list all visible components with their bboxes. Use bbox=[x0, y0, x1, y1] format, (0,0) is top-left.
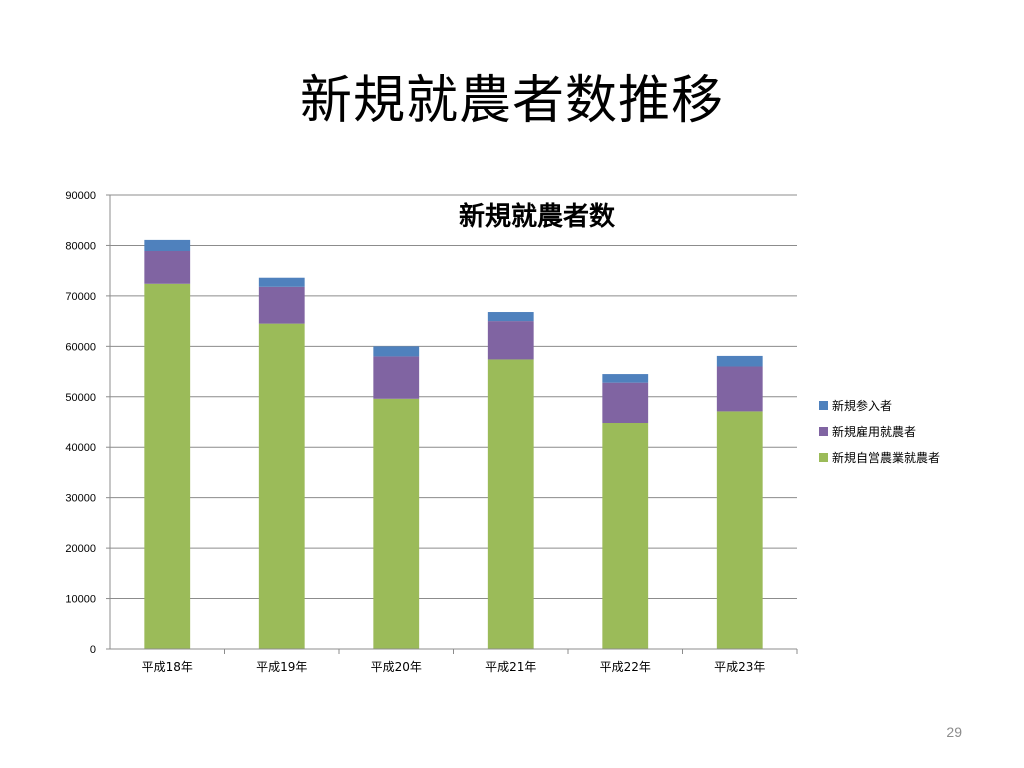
bar-segment bbox=[602, 382, 649, 424]
bar-segment bbox=[487, 312, 534, 322]
x-tick-label: 平成18年 bbox=[142, 660, 193, 674]
bar-segment bbox=[487, 321, 534, 360]
y-tick-label: 90000 bbox=[65, 190, 96, 202]
legend-swatch bbox=[819, 427, 828, 436]
x-tick-label: 平成23年 bbox=[714, 660, 765, 674]
bar-segment bbox=[602, 423, 649, 649]
bar-segment bbox=[144, 250, 191, 284]
y-tick-label: 0 bbox=[90, 644, 96, 656]
legend-label: 新規自営農業就農者 bbox=[832, 450, 940, 465]
y-tick-label: 70000 bbox=[65, 291, 96, 303]
bar-segment bbox=[144, 283, 191, 649]
x-tick-label: 平成21年 bbox=[485, 660, 536, 674]
gridlines bbox=[110, 194, 797, 600]
bar-segment bbox=[144, 239, 191, 251]
y-tick-label: 60000 bbox=[65, 341, 96, 353]
x-tick-label: 平成19年 bbox=[256, 660, 307, 674]
y-tick-label: 40000 bbox=[65, 442, 96, 454]
axes: 0 10000 20000 30000 40000 50000 60000 70000 8000… bbox=[65, 190, 798, 674]
slide-title: 新規就農者数推移 bbox=[299, 71, 724, 131]
y-tick-label: 20000 bbox=[65, 543, 96, 555]
bars bbox=[144, 239, 763, 649]
y-tick-label: 10000 bbox=[65, 594, 96, 606]
y-tick-label: 80000 bbox=[65, 240, 96, 252]
bar-segment bbox=[487, 359, 534, 649]
x-tick-label: 平成20年 bbox=[371, 660, 422, 674]
legend-swatch bbox=[819, 401, 828, 410]
legend-swatch bbox=[819, 453, 828, 462]
page-number: 29 bbox=[946, 724, 962, 740]
bar-segment bbox=[373, 346, 420, 357]
chart-title: 新規就農者数 bbox=[459, 201, 616, 232]
bar-segment bbox=[258, 323, 305, 649]
bar-segment bbox=[258, 277, 305, 287]
bar-segment bbox=[258, 286, 305, 324]
bar-segment bbox=[716, 366, 763, 412]
bar-segment bbox=[373, 356, 420, 399]
bar-segment bbox=[716, 355, 763, 367]
bar-segment bbox=[373, 398, 420, 649]
y-tick-label: 30000 bbox=[65, 493, 96, 505]
y-tick-label: 50000 bbox=[65, 392, 96, 404]
legend-label: 新規参入者 bbox=[832, 398, 892, 413]
bar-segment bbox=[602, 374, 649, 383]
x-tick-label: 平成22年 bbox=[600, 660, 651, 674]
legend-label: 新規雇用就農者 bbox=[832, 424, 916, 439]
bar-segment bbox=[716, 411, 763, 649]
